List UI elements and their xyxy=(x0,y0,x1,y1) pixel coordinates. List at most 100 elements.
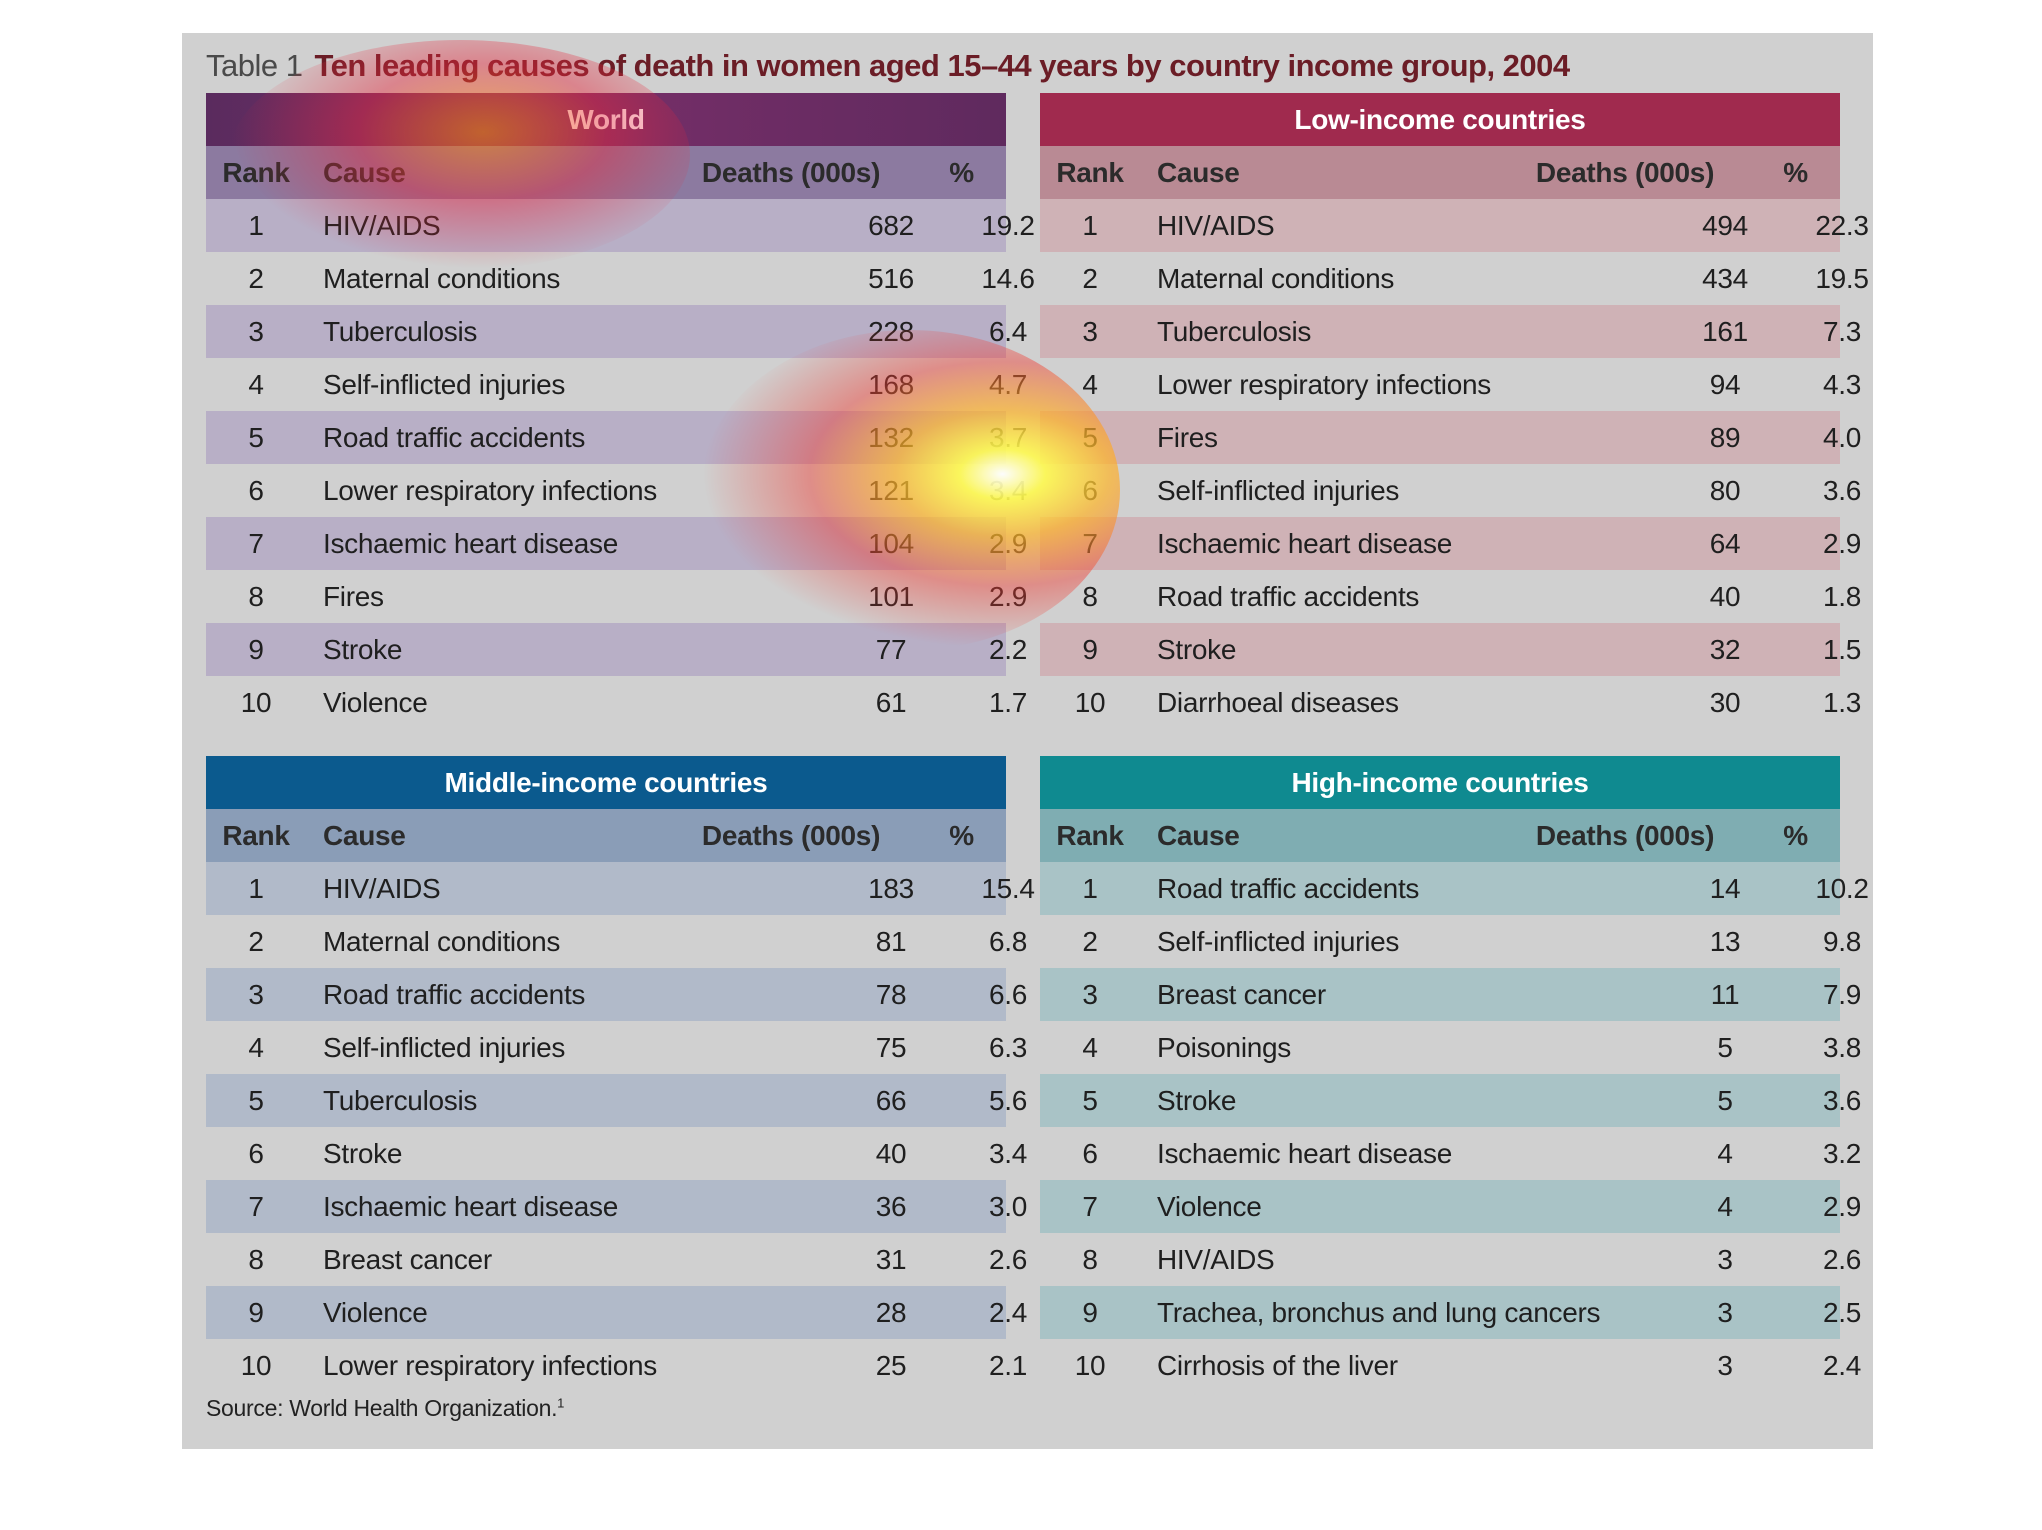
cell-deaths: 25 xyxy=(875,1350,907,1381)
cell-rank: 5 xyxy=(1082,1085,1098,1116)
cell-cause: Self-inflicted injuries xyxy=(1157,926,1400,957)
cell-pct: 14.6 xyxy=(981,263,1035,294)
cell-rank: 7 xyxy=(1082,1191,1098,1222)
cell-deaths: 682 xyxy=(868,210,914,241)
cell-deaths: 5 xyxy=(1717,1085,1733,1116)
cell-cause: HIV/AIDS xyxy=(1157,210,1275,241)
cell-rank: 5 xyxy=(248,1085,264,1116)
table-row: 7 Ischaemic heart disease 104 2.9 xyxy=(206,517,1027,570)
cell-cause: Self-inflicted injuries xyxy=(1157,475,1400,506)
source-note: Source: World Health Organization.1 xyxy=(206,1395,564,1422)
table-body: 1 Road traffic accidents 14 10.2 2 Self-infli… xyxy=(1040,862,1869,1392)
cell-cause: Violence xyxy=(323,687,428,718)
table-row: 4 Lower respiratory infections 94 4.3 xyxy=(1040,358,1861,411)
header-cause: Cause xyxy=(323,820,406,851)
cell-pct: 9.8 xyxy=(1822,926,1862,957)
cell-pct: 3.6 xyxy=(1822,1085,1862,1116)
cell-deaths: 80 xyxy=(1709,475,1741,506)
table-row: 2 Self-inflicted injuries 13 9.8 xyxy=(1040,915,1861,968)
cell-rank: 1 xyxy=(1082,210,1098,241)
cell-rank: 6 xyxy=(248,1138,264,1169)
table-row: 5 Tuberculosis 66 5.6 xyxy=(206,1074,1027,1127)
cell-rank: 5 xyxy=(1082,422,1098,453)
cell-deaths: 61 xyxy=(875,687,907,718)
block-title: High-income countries xyxy=(1040,756,1840,809)
cell-cause: Stroke xyxy=(1157,1085,1237,1116)
column-header-row: Rank Cause Deaths (000s)% xyxy=(206,146,1006,199)
cell-rank: 10 xyxy=(240,687,272,718)
cell-deaths: 11 xyxy=(1710,979,1740,1010)
cell-deaths: 81 xyxy=(875,926,907,957)
cell-rank: 6 xyxy=(248,475,264,506)
cell-cause: Breast cancer xyxy=(323,1244,492,1275)
header-rank: Rank xyxy=(1056,157,1124,188)
cell-cause: Stroke xyxy=(323,634,403,665)
cell-cause: Maternal conditions xyxy=(1157,263,1395,294)
cell-rank: 8 xyxy=(248,1244,264,1275)
cell-cause: HIV/AIDS xyxy=(323,873,441,904)
cell-rank: 9 xyxy=(248,1297,264,1328)
cell-cause: Trachea, bronchus and lung cancers xyxy=(1157,1297,1601,1328)
cell-deaths: 66 xyxy=(875,1085,907,1116)
cell-pct: 2.1 xyxy=(988,1350,1028,1381)
cell-cause: Tuberculosis xyxy=(323,1085,478,1116)
cell-deaths: 161 xyxy=(1702,316,1748,347)
cell-cause: Road traffic accidents xyxy=(1157,581,1420,612)
cell-deaths: 3 xyxy=(1717,1244,1733,1275)
table-title: Ten leading causes of death in women age… xyxy=(314,48,1570,83)
cell-cause: Cirrhosis of the liver xyxy=(1157,1350,1398,1381)
cell-deaths: 13 xyxy=(1709,926,1741,957)
header-cause: Cause xyxy=(1157,820,1240,851)
table-row: 2 Maternal conditions 434 19.5 xyxy=(1040,252,1869,305)
cell-cause: Road traffic accidents xyxy=(323,422,586,453)
cell-deaths: 14 xyxy=(1709,873,1741,904)
cell-cause: Road traffic accidents xyxy=(1157,873,1420,904)
cell-rank: 6 xyxy=(1082,1138,1098,1169)
table-row: 1 HIV/AIDS 183 15.4 xyxy=(206,862,1035,915)
table-row: 3 Road traffic accidents 78 6.6 xyxy=(206,968,1027,1021)
table-row: 3 Tuberculosis 161 7.3 xyxy=(1040,305,1861,358)
header-deaths: Deaths (000s) xyxy=(701,157,881,188)
cell-cause: Stroke xyxy=(1157,634,1237,665)
cell-deaths: 516 xyxy=(868,263,914,294)
table-row: 9 Trachea, bronchus and lung cancers 3 2.5 xyxy=(1040,1286,1861,1339)
table-row: 4 Self-inflicted injuries 168 4.7 xyxy=(206,358,1027,411)
cell-rank: 6 xyxy=(1082,475,1098,506)
block-middle-income: Middle-income countries Rank Cause Deaths (… xyxy=(206,756,1035,1392)
table-row: 5 Stroke 5 3.6 xyxy=(1040,1074,1861,1127)
cell-rank: 8 xyxy=(1082,581,1098,612)
table-row: 7 Violence 4 2.9 xyxy=(1040,1180,1861,1233)
cell-deaths: 3 xyxy=(1717,1350,1733,1381)
cell-deaths: 4 xyxy=(1717,1138,1733,1169)
cell-deaths: 64 xyxy=(1709,528,1741,559)
header-rank: Rank xyxy=(222,157,290,188)
cell-pct: 1.7 xyxy=(988,687,1028,718)
cell-cause: Violence xyxy=(323,1297,428,1328)
table-body: 1 HIV/AIDS 494 22.3 2 Maternal conditions 434 1… xyxy=(1040,199,1869,729)
cell-rank: 7 xyxy=(1082,528,1098,559)
cell-cause: Poisonings xyxy=(1157,1032,1291,1063)
cell-rank: 9 xyxy=(1082,634,1098,665)
block-high-income: High-income countries Rank Cause Deaths (00… xyxy=(1040,756,1869,1392)
table-row: 8 Road traffic accidents 40 1.8 xyxy=(1040,570,1861,623)
cell-pct: 3.2 xyxy=(1822,1138,1862,1169)
table-body: 1 HIV/AIDS 682 19.2 2 Maternal conditions 516 1… xyxy=(206,199,1035,729)
cell-pct: 10.2 xyxy=(1815,873,1869,904)
cell-pct: 1.8 xyxy=(1822,581,1862,612)
table-row: 10 Diarrhoeal diseases 30 1.3 xyxy=(1040,676,1862,729)
block-low-income: Low-income countries Rank Cause Deaths (000… xyxy=(1040,93,1869,729)
header-cause: Cause xyxy=(323,157,406,188)
cell-cause: Ischaemic heart disease xyxy=(1157,1138,1453,1169)
header-pct: % xyxy=(1783,820,1808,851)
cell-cause: HIV/AIDS xyxy=(1157,1244,1275,1275)
table-caption: Table 1 Ten leading causes of death in wo… xyxy=(206,43,1570,89)
table-panel: Table 1 Ten leading causes of death in wo… xyxy=(182,33,1873,1449)
cell-deaths: 30 xyxy=(1709,687,1741,718)
cell-pct: 2.4 xyxy=(988,1297,1028,1328)
cell-rank: 1 xyxy=(248,210,264,241)
header-cause: Cause xyxy=(1157,157,1240,188)
source-text: Source: World Health Organization. xyxy=(206,1395,558,1421)
table-row: 6 Self-inflicted injuries 80 3.6 xyxy=(1040,464,1861,517)
cell-pct: 5.6 xyxy=(988,1085,1028,1116)
cell-cause: Tuberculosis xyxy=(1157,316,1312,347)
